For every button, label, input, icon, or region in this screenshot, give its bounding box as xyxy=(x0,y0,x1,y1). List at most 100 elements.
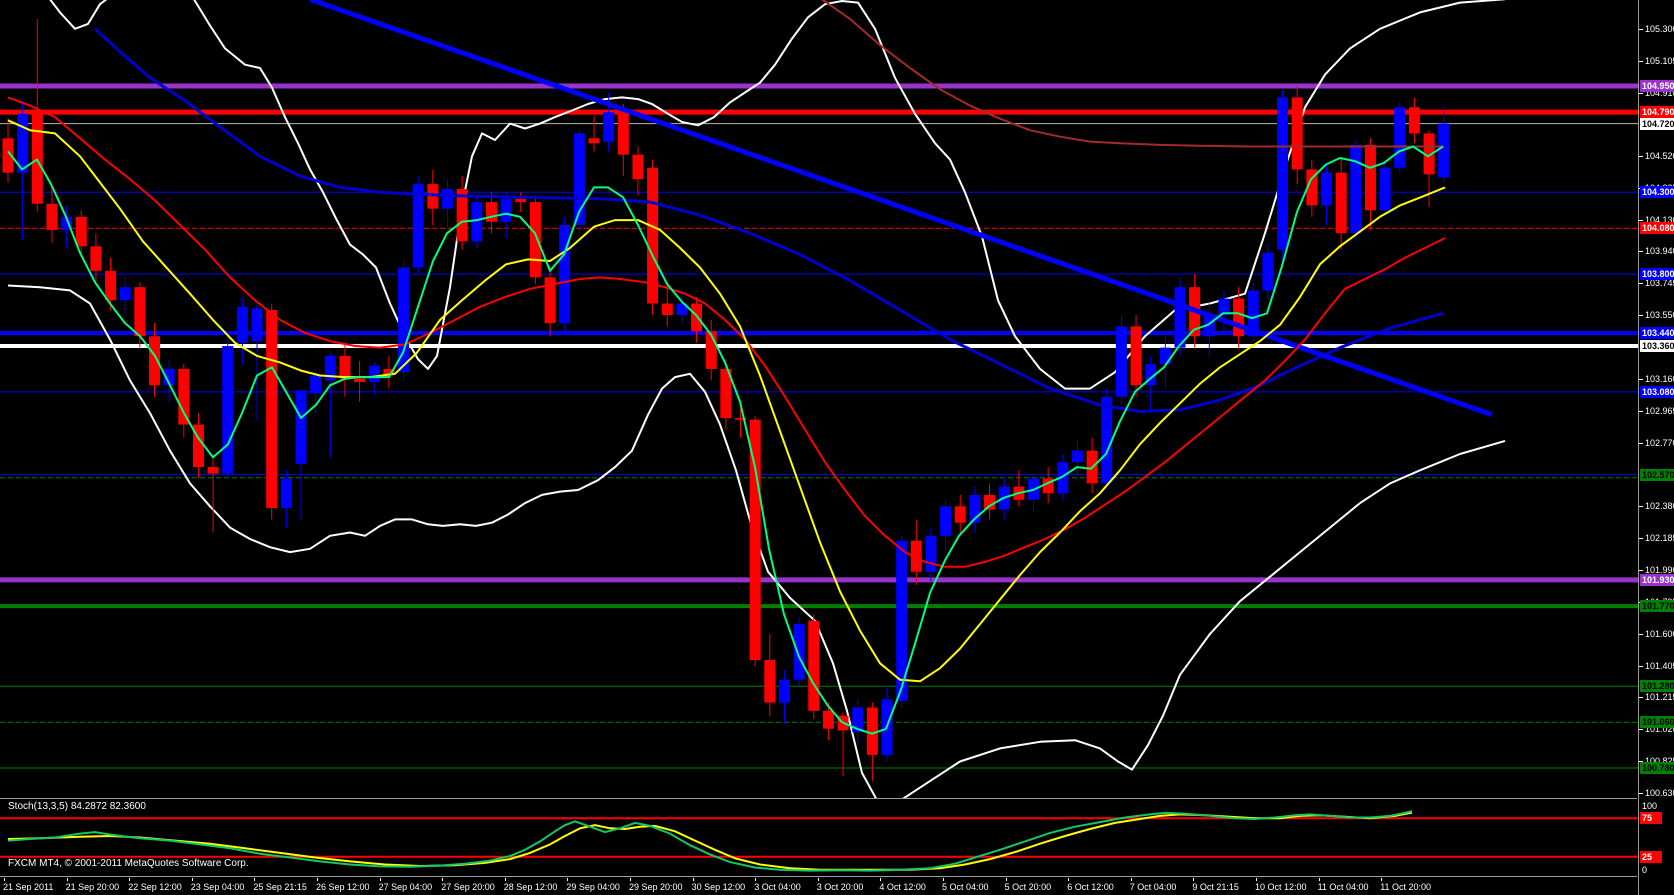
time-tick-mark xyxy=(129,878,131,881)
candle-body xyxy=(910,540,922,572)
candle-body xyxy=(456,189,468,242)
time-tick-label: 27 Sep 20:00 xyxy=(441,882,495,892)
candle-body xyxy=(632,154,644,180)
tick-mark xyxy=(1639,506,1643,508)
candle-body xyxy=(925,535,937,572)
stoch-axis-label: 0 xyxy=(1642,865,1648,875)
candle-body xyxy=(1145,364,1157,386)
candle-body xyxy=(310,375,322,394)
candle-body xyxy=(1071,450,1083,463)
candle-body xyxy=(1101,396,1113,484)
tick-mark xyxy=(1639,792,1643,794)
time-tick-mark xyxy=(1381,878,1383,881)
candle-body xyxy=(471,202,483,242)
time-tick-label: 25 Sep 21:15 xyxy=(253,882,307,892)
price-level-badge: 104.720 xyxy=(1640,117,1674,130)
price-tick-label: 101.600 xyxy=(1639,628,1674,640)
ma-fast-green xyxy=(7,145,1444,735)
time-axis[interactable]: 21 Sep 2011 21 Sep 20:00 22 Sep 12:00 23 Se… xyxy=(0,878,1638,895)
candle-body xyxy=(588,138,600,144)
stochastic-indicator-label: Stoch(13,3,5) 84.2872 82.3600 xyxy=(8,801,146,812)
time-tick-mark xyxy=(4,878,5,881)
price-axis[interactable]: 105.300105.105104.910104.520104.325104.1… xyxy=(1638,0,1674,895)
candle-body xyxy=(661,303,673,315)
candle-body xyxy=(778,679,790,703)
price-tick-label: 100.825 xyxy=(1639,755,1674,767)
candle-body xyxy=(984,494,996,510)
price-tick-label: 100.630 xyxy=(1639,787,1674,799)
candle-body xyxy=(266,310,278,508)
candle-body xyxy=(1291,97,1303,170)
stochastic-panel[interactable] xyxy=(0,798,1637,877)
stoch-axis-label: 100 xyxy=(1642,801,1658,811)
stoch-main-line xyxy=(7,810,1413,872)
candle-body xyxy=(207,467,219,474)
candle-body xyxy=(764,660,776,703)
candle-body xyxy=(1438,123,1450,178)
bollinger-upper-band xyxy=(49,0,1506,390)
time-tick-label: 5 Oct 04:00 xyxy=(942,882,989,892)
candle-body xyxy=(617,113,629,155)
price-level-badge: 102.570 xyxy=(1640,469,1674,482)
candle-body xyxy=(251,308,263,342)
main-price-chart[interactable] xyxy=(0,0,1638,798)
time-tick-mark xyxy=(817,878,819,881)
candle-body xyxy=(280,478,292,508)
bollinger-bands xyxy=(7,0,1506,798)
candle-body xyxy=(691,303,703,332)
time-tick-mark xyxy=(880,878,882,881)
price-level-badge: 101.770 xyxy=(1640,600,1674,613)
price-tick-label: 103.940 xyxy=(1639,245,1674,257)
candle-body xyxy=(427,184,439,209)
time-tick-mark xyxy=(1005,878,1007,881)
candle-body xyxy=(705,331,717,369)
candle-body xyxy=(1408,107,1420,134)
candle-body xyxy=(75,216,87,247)
candle-body xyxy=(559,225,571,324)
time-tick-label: 26 Sep 12:00 xyxy=(316,882,370,892)
candle-body xyxy=(1423,133,1435,175)
price-tick-label: 103.550 xyxy=(1639,309,1674,321)
candle-body xyxy=(105,270,117,301)
candle-body xyxy=(749,419,761,661)
candle-body xyxy=(1350,144,1362,234)
time-tick-label: 3 Oct 04:00 xyxy=(754,882,801,892)
candle-body xyxy=(515,198,527,203)
time-tick-label: 11 Oct 20:00 xyxy=(1380,882,1432,892)
time-tick-label: 21 Sep 20:00 xyxy=(65,882,120,892)
candle-body xyxy=(720,368,732,419)
candle-body xyxy=(1262,252,1274,291)
price-level-badge: 101.930 xyxy=(1640,573,1674,586)
candle-body xyxy=(822,710,834,729)
candle-body xyxy=(46,203,58,230)
price-tick-label: 104.520 xyxy=(1639,150,1674,162)
tick-mark xyxy=(1639,728,1643,730)
candle-body xyxy=(940,506,952,536)
price-tick-label: 102.770 xyxy=(1639,437,1674,449)
time-tick-label: 6 Oct 12:00 xyxy=(1067,882,1114,892)
candle-body xyxy=(1159,347,1171,365)
candle-body xyxy=(1042,478,1054,494)
copyright-label: FXCM MT4, © 2001-2011 MetaQuotes Softwar… xyxy=(8,858,249,869)
candle-body xyxy=(2,138,14,173)
candle-body xyxy=(969,494,981,523)
candle-body xyxy=(1321,172,1332,206)
price-tick-label: 101.990 xyxy=(1639,564,1674,576)
trend-line-descending[interactable] xyxy=(309,0,1493,418)
tick-mark xyxy=(1639,442,1643,444)
candle-body xyxy=(236,306,248,343)
stochastic-plot xyxy=(0,810,1637,872)
tick-mark xyxy=(1639,92,1643,94)
candle-body xyxy=(354,378,366,383)
price-tick-label: 102.380 xyxy=(1639,500,1674,512)
time-tick-label: 9 Oct 21:15 xyxy=(1192,882,1239,892)
price-level-badge: 103.800 xyxy=(1640,268,1674,281)
price-tick-label: 103.160 xyxy=(1639,373,1674,385)
candle-body xyxy=(1277,97,1289,250)
moving-averages xyxy=(7,0,1493,735)
candle-body xyxy=(1174,287,1186,348)
time-tick-mark xyxy=(567,878,569,881)
tick-mark xyxy=(1639,696,1643,698)
candle-body xyxy=(178,368,190,425)
